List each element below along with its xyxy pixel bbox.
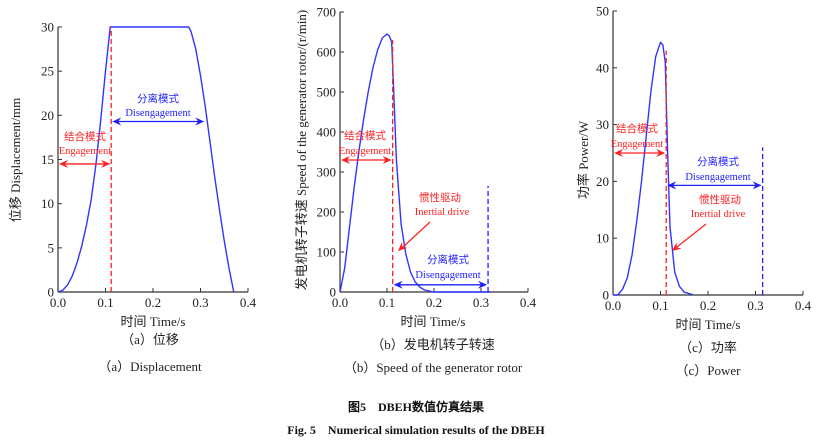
disengagement-label-en: Disengagement (415, 270, 480, 281)
engagement-label-cn: 结合模式 (616, 122, 658, 135)
disengagement-arrow-head-right (195, 117, 205, 126)
inertial-drive-label-en: Inertial drive (691, 209, 746, 220)
y-tick-label: 100 (317, 245, 337, 260)
y-tick-label: 30 (41, 20, 54, 35)
y-tick-label: 400 (317, 125, 337, 140)
disengagement-label-cn: 分离模式 (697, 155, 739, 168)
y-tick-label: 300 (317, 165, 337, 180)
x-tick-label: 0.3 (192, 295, 208, 310)
x-tick-label: 0.2 (426, 295, 442, 310)
x-tick-label: 0.2 (145, 295, 161, 310)
disengagement-label-en: Disengagement (125, 108, 190, 119)
caption-cn: （b）发电机转子转速 (371, 337, 495, 352)
y-tick-label: 0 (330, 285, 337, 300)
caption-en: （b）Speed of the generator rotor (344, 360, 523, 375)
x-tick-label: 0.1 (97, 295, 113, 310)
y-axis-label: 位移 Displacement/mm (8, 98, 23, 223)
inertial-drive-label-cn: 惯性驱动 (419, 191, 461, 204)
caption-en: （a）Displacement (98, 359, 202, 374)
disengagement-label-en: Disengagement (685, 172, 750, 183)
engagement-label-en: Engagement (339, 146, 392, 157)
disengagement-arrow-head-left (393, 280, 403, 289)
y-tick-label: 500 (317, 85, 337, 100)
disengagement-arrow-head-left (112, 117, 122, 126)
x-axis-label: 时间 Time/s (121, 314, 186, 329)
chart-panel-c: 0.0 0.1 0.2 0.3 0.4 0 10 20 30 40 50 时间 Time/s 功率 Po… (576, 4, 812, 379)
engagement-arrow-head-right (382, 156, 392, 164)
y-tick-label: 20 (41, 108, 54, 123)
engagement-label-en: Engagement (611, 139, 664, 150)
x-tick-label: 0.3 (473, 295, 489, 310)
disengagement-label-cn: 分离模式 (427, 253, 469, 266)
engagement-label-cn: 结合模式 (344, 129, 386, 142)
y-tick-label: 30 (596, 117, 609, 132)
y-axis-label: 发电机转子转速 Speed of the generator rotor/(r/… (294, 10, 309, 291)
engagement-arrow-head-left (59, 159, 68, 168)
data-line-speed (339, 33, 491, 293)
x-tick-label: 0.3 (747, 298, 763, 313)
x-tick-label: 0.2 (700, 298, 716, 313)
caption-cn: （c）功率 (679, 340, 737, 355)
inertial-drive-arrow (402, 221, 431, 248)
inertial-drive-label-cn: 惯性驱动 (699, 193, 741, 206)
disengagement-arrow-head-right (478, 280, 488, 289)
x-axis-label: 时间 Time/s (401, 314, 466, 329)
y-tick-label: 700 (317, 5, 337, 20)
inertial-drive-label-en: Inertial drive (415, 207, 470, 218)
x-tick-label: 0.4 (795, 298, 812, 313)
inertial-drive-arrow-head (672, 242, 682, 251)
engagement-arrow-head-left (341, 156, 350, 164)
y-tick-label: 50 (596, 4, 609, 19)
y-tick-label: 10 (596, 231, 609, 246)
y-tick-label: 15 (41, 152, 54, 167)
x-tick-label: 0.0 (50, 295, 66, 310)
y-tick-label: 200 (317, 205, 337, 220)
x-tick-label: 0.1 (379, 295, 395, 310)
x-tick-label: 0.0 (332, 295, 348, 310)
disengagement-label-cn: 分离模式 (137, 92, 179, 105)
chart-panel-a: 0.0 0.1 0.2 0.3 0.4 0 5 10 15 20 25 30 时间 Time/s 位移 D… (8, 20, 257, 375)
disengagement-arrow-head-left (667, 181, 677, 190)
caption-cn: （a）位移 (121, 332, 179, 347)
engagement-label-en: Engagement (59, 146, 112, 157)
engagement-arrow-head-right (656, 149, 666, 157)
disengagement-arrow-head-right (752, 181, 762, 190)
engagement-arrow-head-left (614, 149, 623, 157)
x-tick-label: 0.0 (605, 298, 621, 313)
data-line-displacement (57, 26, 235, 293)
y-tick-label: 40 (596, 60, 609, 75)
caption-en: （c）Power (676, 363, 742, 378)
chart-panel-b: 0.0 0.1 0.2 0.3 0.4 0 100 200 300 400 500 600 700 时间 … (294, 5, 537, 376)
engagement-label-cn: 结合模式 (64, 130, 106, 143)
figure-title-en: Fig. 5 Numerical simulation results of t… (287, 423, 545, 437)
y-tick-label: 25 (41, 64, 54, 79)
y-axis-label: 功率 Power/W (576, 120, 591, 199)
y-tick-label: 600 (317, 45, 337, 60)
x-tick-label: 0.4 (240, 295, 257, 310)
x-axis-label: 时间 Time/s (676, 317, 741, 332)
x-tick-label: 0.4 (520, 295, 537, 310)
x-tick-label: 0.1 (652, 298, 668, 313)
y-tick-label: 0 (603, 288, 610, 303)
y-tick-label: 5 (48, 240, 55, 255)
inertial-drive-arrow-head (398, 241, 408, 251)
y-tick-label: 10 (41, 196, 54, 211)
y-tick-label: 0 (48, 285, 55, 300)
inertial-drive-arrow (676, 223, 707, 248)
figure-title-cn: 图5 DBEH数值仿真结果 (348, 399, 484, 414)
data-line-power (613, 41, 694, 296)
y-tick-label: 20 (596, 174, 609, 189)
engagement-arrow-head-right (101, 159, 111, 168)
